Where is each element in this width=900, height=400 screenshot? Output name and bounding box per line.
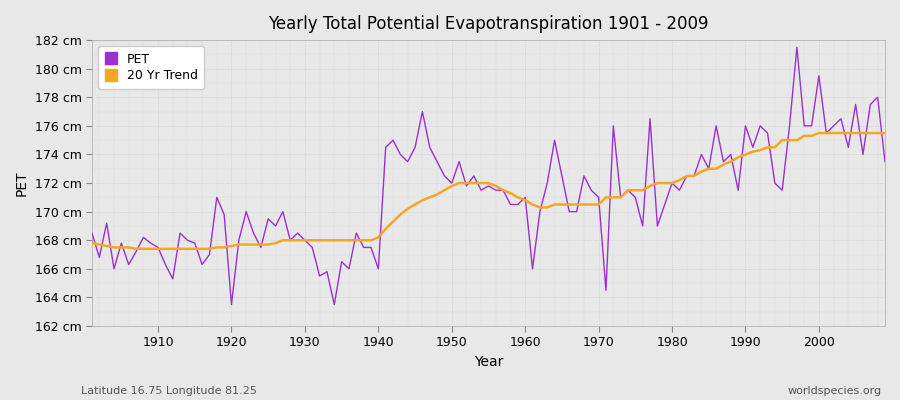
PET — [145, 241, 156, 246]
Title: Yearly Total Potential Evapotranspiration 1901 - 2009: Yearly Total Potential Evapotranspiratio… — [268, 15, 708, 33]
20 Yr Trend — [314, 238, 325, 243]
20 Yr Trend — [153, 246, 164, 251]
PET — [226, 302, 237, 307]
PET — [791, 45, 802, 50]
20 Yr Trend — [879, 131, 890, 136]
20 Yr Trend — [358, 238, 369, 243]
PET — [527, 266, 538, 271]
Y-axis label: PET: PET — [15, 170, 29, 196]
PET — [616, 195, 626, 200]
Line: PET: PET — [92, 47, 885, 304]
Text: Latitude 16.75 Longitude 81.25: Latitude 16.75 Longitude 81.25 — [81, 386, 256, 396]
PET — [520, 195, 531, 200]
PET — [86, 231, 97, 236]
Line: 20 Yr Trend: 20 Yr Trend — [92, 133, 885, 249]
20 Yr Trend — [130, 246, 141, 251]
20 Yr Trend — [86, 241, 97, 246]
20 Yr Trend — [527, 202, 538, 207]
PET — [314, 274, 325, 278]
20 Yr Trend — [814, 131, 824, 136]
20 Yr Trend — [616, 195, 626, 200]
Text: worldspecies.org: worldspecies.org — [788, 386, 882, 396]
Legend: PET, 20 Yr Trend: PET, 20 Yr Trend — [98, 46, 204, 89]
PET — [358, 245, 369, 250]
20 Yr Trend — [520, 198, 531, 203]
PET — [879, 159, 890, 164]
X-axis label: Year: Year — [473, 355, 503, 369]
